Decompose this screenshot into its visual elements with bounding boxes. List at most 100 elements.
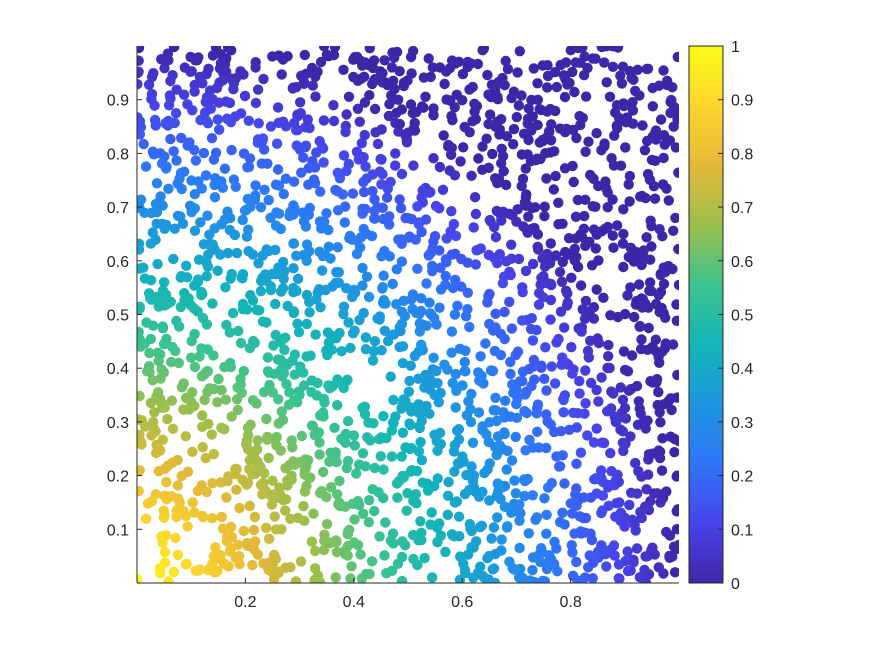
data-point — [237, 298, 249, 310]
data-point — [358, 307, 369, 319]
data-point — [157, 218, 168, 230]
data-point — [644, 277, 656, 288]
data-point — [201, 486, 212, 498]
data-point — [279, 344, 290, 356]
data-point — [496, 215, 507, 226]
data-point — [628, 557, 639, 568]
data-point — [333, 267, 344, 278]
data-point — [635, 296, 646, 307]
data-point — [650, 127, 661, 138]
data-point — [405, 466, 416, 477]
data-point — [499, 306, 510, 318]
data-point — [465, 404, 476, 415]
data-point — [571, 132, 582, 144]
data-point — [148, 422, 159, 434]
data-point — [624, 499, 635, 511]
data-point — [357, 448, 369, 459]
data-point — [332, 167, 343, 178]
data-point — [451, 496, 463, 507]
data-point — [443, 476, 454, 488]
data-point — [306, 386, 317, 398]
data-point — [207, 478, 218, 489]
data-point — [462, 287, 473, 298]
data-point — [629, 519, 640, 530]
data-point — [513, 253, 525, 265]
data-point — [271, 207, 282, 218]
data-point — [331, 546, 343, 558]
data-point — [399, 310, 411, 322]
data-point — [137, 79, 143, 90]
data-point — [318, 393, 330, 405]
data-point — [632, 64, 643, 76]
data-point — [301, 289, 313, 301]
data-point — [554, 461, 566, 472]
data-point — [269, 511, 280, 522]
data-point — [579, 51, 590, 62]
data-point — [323, 337, 335, 348]
data-point — [137, 244, 145, 255]
data-point — [434, 427, 446, 439]
data-point — [568, 364, 579, 375]
data-point — [432, 445, 443, 456]
data-point — [400, 129, 411, 141]
data-point — [378, 464, 389, 475]
data-point — [222, 247, 234, 259]
data-point — [456, 253, 467, 265]
data-point — [494, 129, 505, 140]
y-tick-label: 0.9 — [107, 93, 129, 110]
data-point — [463, 396, 474, 407]
data-point — [345, 573, 356, 583]
data-point — [378, 492, 389, 504]
data-point — [559, 322, 570, 333]
data-point — [228, 84, 239, 95]
data-point — [295, 556, 307, 567]
data-point — [542, 416, 553, 427]
data-point — [195, 217, 206, 228]
data-point — [168, 566, 179, 578]
data-point — [618, 100, 630, 112]
data-point — [292, 318, 303, 329]
data-point — [285, 513, 296, 524]
data-point — [505, 411, 516, 422]
data-point — [241, 479, 252, 490]
data-point — [270, 524, 282, 535]
data-point — [602, 221, 613, 233]
data-point — [646, 285, 657, 297]
data-point — [633, 466, 644, 477]
data-point — [304, 202, 315, 214]
data-point — [478, 46, 490, 54]
data-point — [672, 51, 679, 63]
data-point — [137, 263, 146, 274]
data-point — [368, 418, 379, 429]
data-point — [349, 325, 360, 336]
data-point — [315, 186, 326, 197]
data-point — [396, 451, 407, 462]
data-point — [531, 512, 543, 523]
data-point — [557, 507, 568, 518]
data-point — [513, 100, 524, 111]
data-point — [196, 343, 207, 354]
data-point — [189, 361, 201, 373]
data-point — [369, 205, 380, 217]
data-point — [590, 201, 601, 212]
data-point — [378, 411, 389, 422]
data-point — [466, 170, 477, 181]
data-point — [342, 455, 354, 467]
data-point — [205, 238, 216, 250]
data-point — [508, 564, 520, 575]
data-point — [358, 186, 370, 198]
data-point — [402, 488, 413, 499]
data-point — [551, 451, 562, 462]
data-point — [220, 394, 232, 405]
data-point — [213, 373, 224, 385]
data-point — [176, 270, 187, 282]
data-point — [296, 430, 307, 442]
data-point — [257, 489, 268, 500]
data-point — [265, 121, 277, 132]
data-point — [591, 488, 602, 499]
data-point — [137, 301, 145, 312]
data-point — [185, 66, 196, 78]
data-point — [454, 343, 466, 354]
data-point — [250, 62, 261, 73]
data-point — [413, 373, 424, 384]
